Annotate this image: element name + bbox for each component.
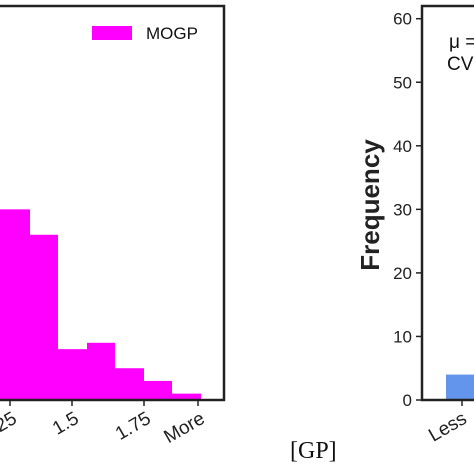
histogram-bar-mogp [30,234,58,400]
y-tick-label: 40 [393,137,412,156]
y-tick-label: 10 [393,327,412,346]
right-x-ticks: Less [425,400,471,446]
right-histogram: Frequency 0 10 20 30 40 50 60 Less μ = CV [355,4,474,446]
left-plot-frame [0,4,226,402]
histogram-bar [446,374,474,400]
legend-label-mogp: MOGP [146,24,198,43]
annotation-mu: μ = [449,32,474,53]
left-histogram: 1.25 1.5 1.75 More MOGP [0,4,226,448]
left-bars [0,209,201,400]
annotation-cv: CV [447,54,474,75]
histogram-bar-mogp [115,368,144,400]
x-tick-label: Less [425,408,470,446]
right-y-ticks: 0 10 20 30 40 50 60 [393,10,422,410]
legend-swatch-mogp [92,26,132,40]
figure-caption: [GP] [290,438,337,464]
x-tick-label: 1.75 [112,408,155,445]
y-tick-label: 60 [393,10,412,29]
histogram-bar-mogp [172,393,201,400]
histogram-bar-mogp [58,349,87,400]
right-bars [446,374,474,400]
y-tick-label: 0 [403,391,412,410]
histogram-bar-mogp [0,209,30,400]
x-tick-label: More [161,408,209,448]
left-x-ticks: 1.25 1.5 1.75 More [0,400,209,448]
histogram-bar-mogp [144,380,172,400]
histogram-bar-mogp [87,342,115,400]
y-tick-label: 30 [393,200,412,219]
y-tick-label: 20 [393,264,412,283]
x-tick-label: 1.25 [0,408,21,445]
y-tick-label: 50 [393,73,412,92]
y-axis-label: Frequency [355,139,385,271]
x-tick-label: 1.5 [49,408,82,439]
legend: MOGP [92,24,198,43]
right-plot-frame [420,4,474,402]
